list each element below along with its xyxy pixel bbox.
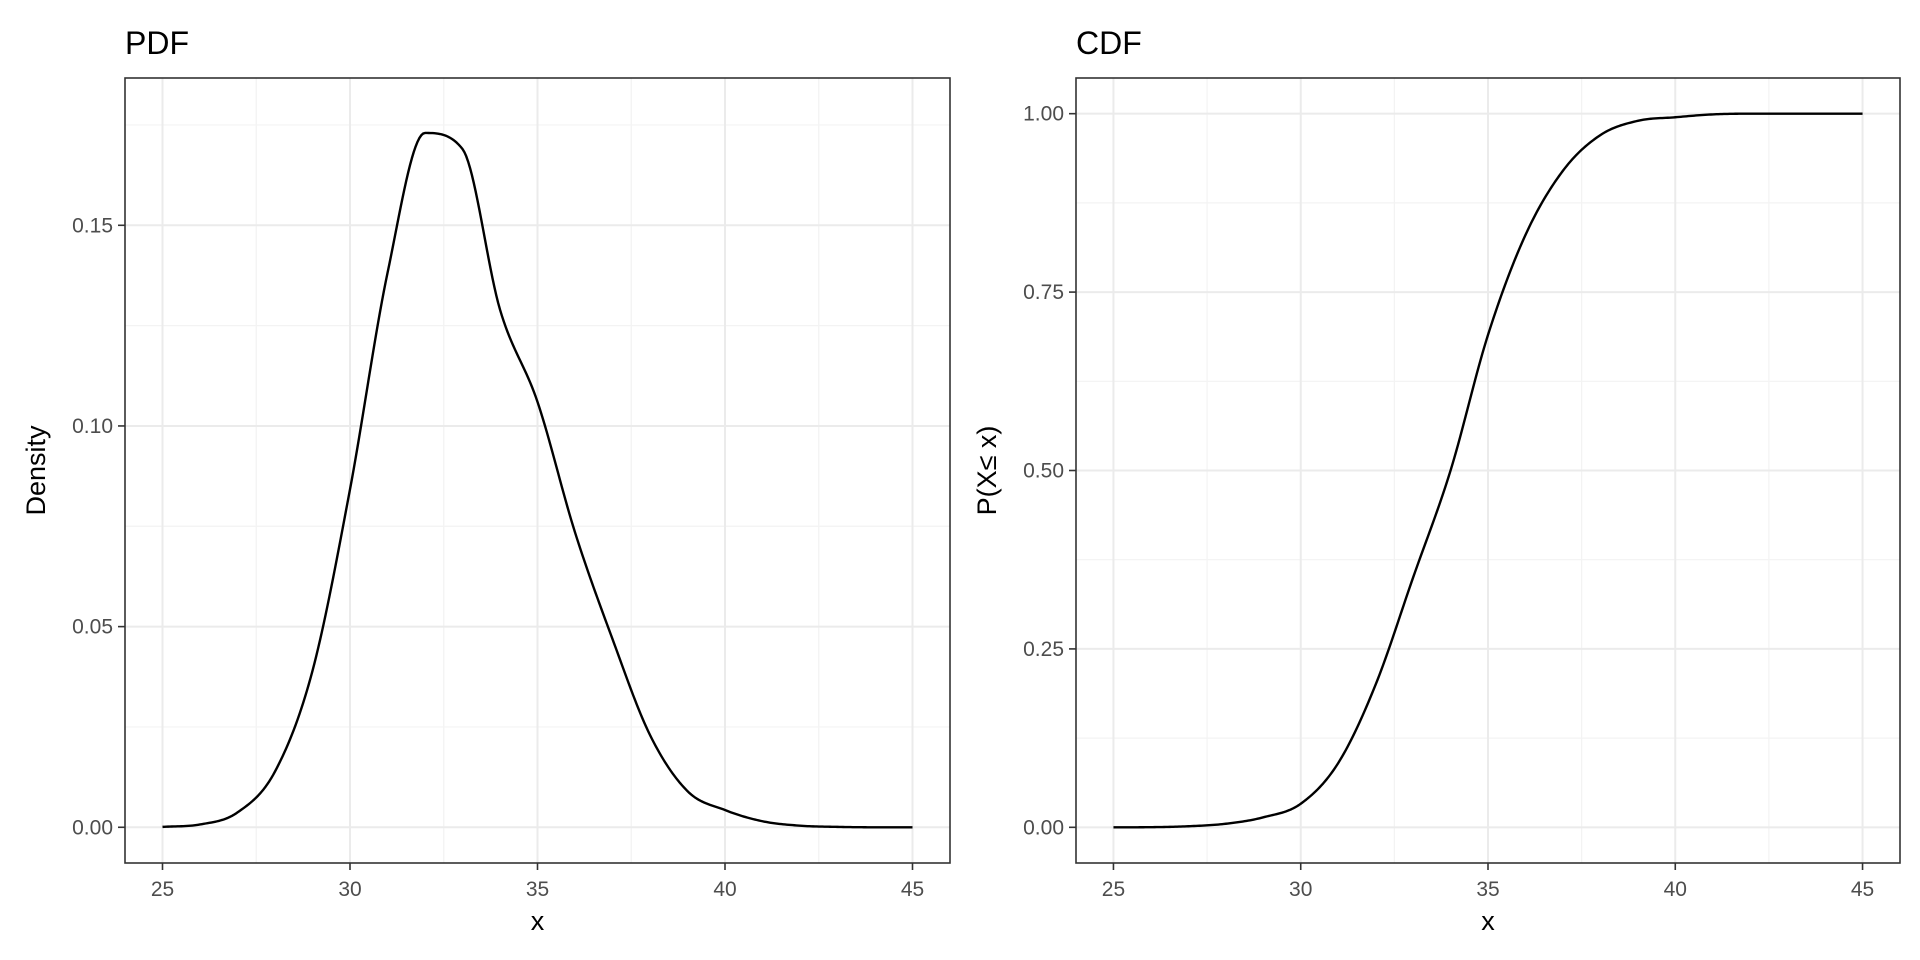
x-tick-label: 25 [151, 878, 174, 901]
x-tick-label: 30 [338, 878, 361, 901]
x-axis-title: x [1481, 906, 1495, 936]
y-axis-title: Density [21, 425, 51, 516]
y-tick-label: 0.50 [1023, 460, 1064, 483]
series-line-0 [1113, 112, 1863, 829]
y-tick-label: 0.75 [1023, 281, 1064, 304]
x-tick-label: 45 [1851, 878, 1874, 901]
x-tick-label: 40 [1664, 878, 1687, 901]
chart-panel-0: 25 30 35 40 45 0.00 0.05 0.10 0.15 PDF x Density [21, 25, 951, 936]
series-line-0 [162, 131, 913, 829]
y-axis-title: P(X≤ x) [972, 426, 1002, 516]
y-tick-label: 0.10 [72, 415, 113, 438]
y-tick-label: 0.05 [72, 616, 113, 639]
chart-title: CDF [1076, 25, 1142, 61]
y-tick-label: 0.15 [72, 214, 113, 237]
x-tick-label: 40 [713, 878, 736, 901]
y-tick-label: 0.25 [1023, 638, 1064, 661]
x-tick-label: 25 [1102, 878, 1125, 901]
y-tick-label: 0.00 [1023, 816, 1064, 839]
x-tick-label: 35 [1476, 878, 1499, 901]
y-tick-label: 1.00 [1023, 103, 1064, 126]
chart-title: PDF [125, 25, 189, 61]
x-tick-label: 45 [901, 878, 924, 901]
x-axis-title: x [531, 906, 545, 936]
x-tick-label: 30 [1289, 878, 1312, 901]
y-tick-label: 0.00 [72, 816, 113, 839]
x-tick-label: 35 [526, 878, 549, 901]
chart-panel-1: 25 30 35 40 45 0.00 0.25 0.50 0.75 1.00 CDF x P(X≤ x… [972, 25, 1901, 936]
